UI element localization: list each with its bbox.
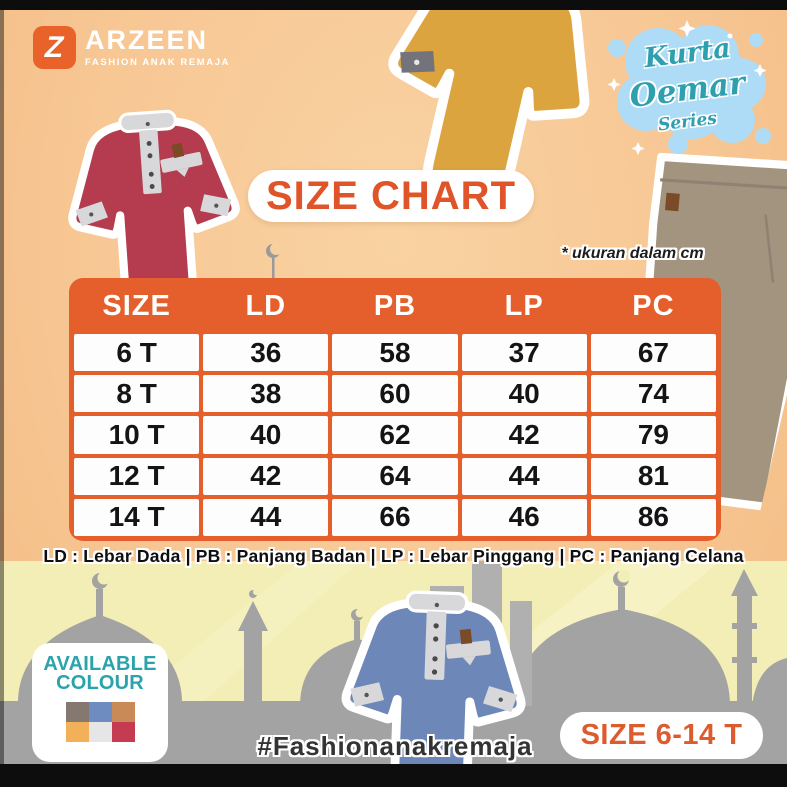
col-header-pb: PB xyxy=(373,290,417,322)
table-cell: 62 xyxy=(332,416,458,454)
size-range-pill: SIZE 6-14 T xyxy=(560,712,763,759)
unit-note: * ukuran dalam cm xyxy=(561,245,704,262)
available-colour-title-line1: AVAILABLE xyxy=(43,653,157,675)
colour-swatch-grid xyxy=(65,702,135,742)
badge-bubbles xyxy=(607,20,771,155)
available-colour-title-line2: COLOUR xyxy=(56,672,144,694)
logo-letter: Z xyxy=(41,30,68,64)
letterbox-bar-bottom xyxy=(0,764,787,787)
abbreviation-legend: LD : Lebar Dada | PB : Panjang Badan | L… xyxy=(43,546,744,566)
col-header-size: SIZE xyxy=(102,290,171,322)
letterbox-edge-left xyxy=(0,0,4,787)
letterbox-bar-top xyxy=(0,0,787,10)
table-cell: 42 xyxy=(203,457,329,495)
table-cell: 14 T xyxy=(74,498,200,536)
table-cell: 40 xyxy=(461,375,587,413)
table-cell: 8 T xyxy=(74,375,200,413)
colour-swatch xyxy=(65,702,89,722)
table-cell: 6 T xyxy=(74,334,200,372)
crescent-icon xyxy=(266,243,282,280)
colour-swatch xyxy=(111,722,135,742)
colour-swatch xyxy=(88,722,112,742)
table-cell: 66 xyxy=(332,498,458,536)
table-cell: 38 xyxy=(203,375,329,413)
size-range-label: SIZE 6-14 T xyxy=(580,719,743,751)
table-cell: 79 xyxy=(590,416,716,454)
table-cell: 42 xyxy=(461,416,587,454)
table-cell: 44 xyxy=(203,498,329,536)
col-header-ld: LD xyxy=(245,290,287,322)
brand-logo-icon: Z xyxy=(33,26,76,69)
table-cell: 12 T xyxy=(74,457,200,495)
table-cell: 64 xyxy=(332,457,458,495)
series-badge: Kurta Oemar Series xyxy=(600,16,775,161)
colour-swatch xyxy=(111,702,135,722)
table-cell: 36 xyxy=(203,334,329,372)
brand-name: ARZEEN xyxy=(85,25,209,55)
table-cell: 81 xyxy=(590,457,716,495)
table-cell: 46 xyxy=(461,498,587,536)
colour-swatch xyxy=(88,702,112,722)
page-title: SIZE CHART xyxy=(266,173,516,218)
table-cell: 37 xyxy=(461,334,587,372)
hashtag: #Fashionanakremaja xyxy=(257,731,533,761)
table-cell: 58 xyxy=(332,334,458,372)
table-cell: 74 xyxy=(590,375,716,413)
col-header-lp: LP xyxy=(504,290,544,322)
table-cell: 60 xyxy=(332,375,458,413)
brand-logo: Z ARZEEN FASHION ANAK REMAJA xyxy=(33,26,230,69)
blue-kurta-illustration xyxy=(341,590,526,787)
table-cell: 10 T xyxy=(74,416,200,454)
table-cell: 40 xyxy=(203,416,329,454)
table-cell: 86 xyxy=(590,498,716,536)
brand-tagline: FASHION ANAK REMAJA xyxy=(85,57,231,68)
col-header-pc: PC xyxy=(632,290,675,322)
size-table: SIZE LD PB LP PC 6 T 36 58 37 67 8 T 38 … xyxy=(69,278,721,541)
table-cell: 44 xyxy=(461,457,587,495)
available-colour-box: AVAILABLE COLOUR xyxy=(32,643,168,762)
table-cell: 67 xyxy=(590,334,716,372)
size-chart-title-pill: SIZE CHART xyxy=(248,170,534,222)
colour-swatch xyxy=(65,722,89,742)
